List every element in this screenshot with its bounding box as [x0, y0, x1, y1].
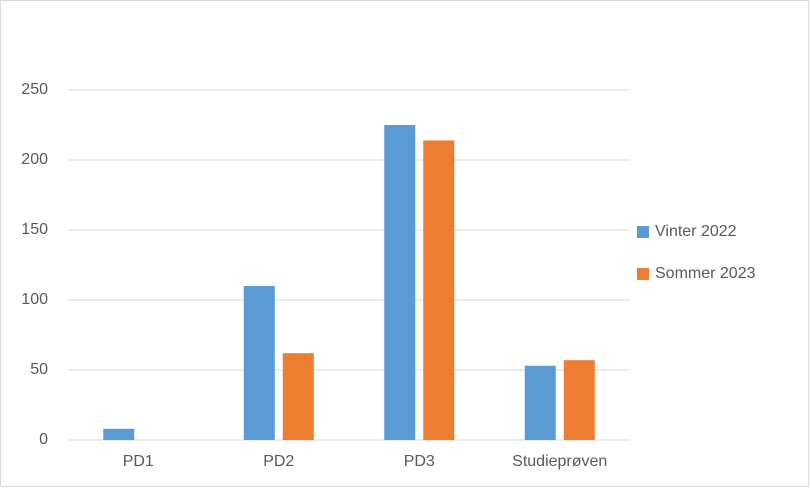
legend-label: Vinter 2022: [655, 223, 737, 240]
bar: [282, 353, 314, 440]
y-tick-label: 150: [21, 221, 48, 238]
bar: [563, 360, 595, 440]
y-tick-label: 100: [21, 291, 48, 308]
y-tick-label: 250: [21, 81, 48, 98]
bar: [423, 140, 455, 440]
bar: [384, 125, 416, 440]
bar: [103, 428, 135, 440]
x-tick-label: Studieprøven: [512, 453, 607, 470]
legend-label: Sommer 2023: [655, 265, 756, 282]
bar: [524, 365, 556, 440]
bar: [243, 286, 275, 440]
legend-swatch: [637, 268, 649, 280]
y-tick-label: 200: [21, 151, 48, 168]
legend-swatch: [637, 226, 649, 238]
y-tick-label: 0: [39, 431, 48, 448]
x-tick-label: PD3: [404, 453, 435, 470]
x-tick-label: PD2: [263, 453, 294, 470]
y-tick-label: 50: [30, 361, 48, 378]
x-tick-label: PD1: [123, 453, 154, 470]
